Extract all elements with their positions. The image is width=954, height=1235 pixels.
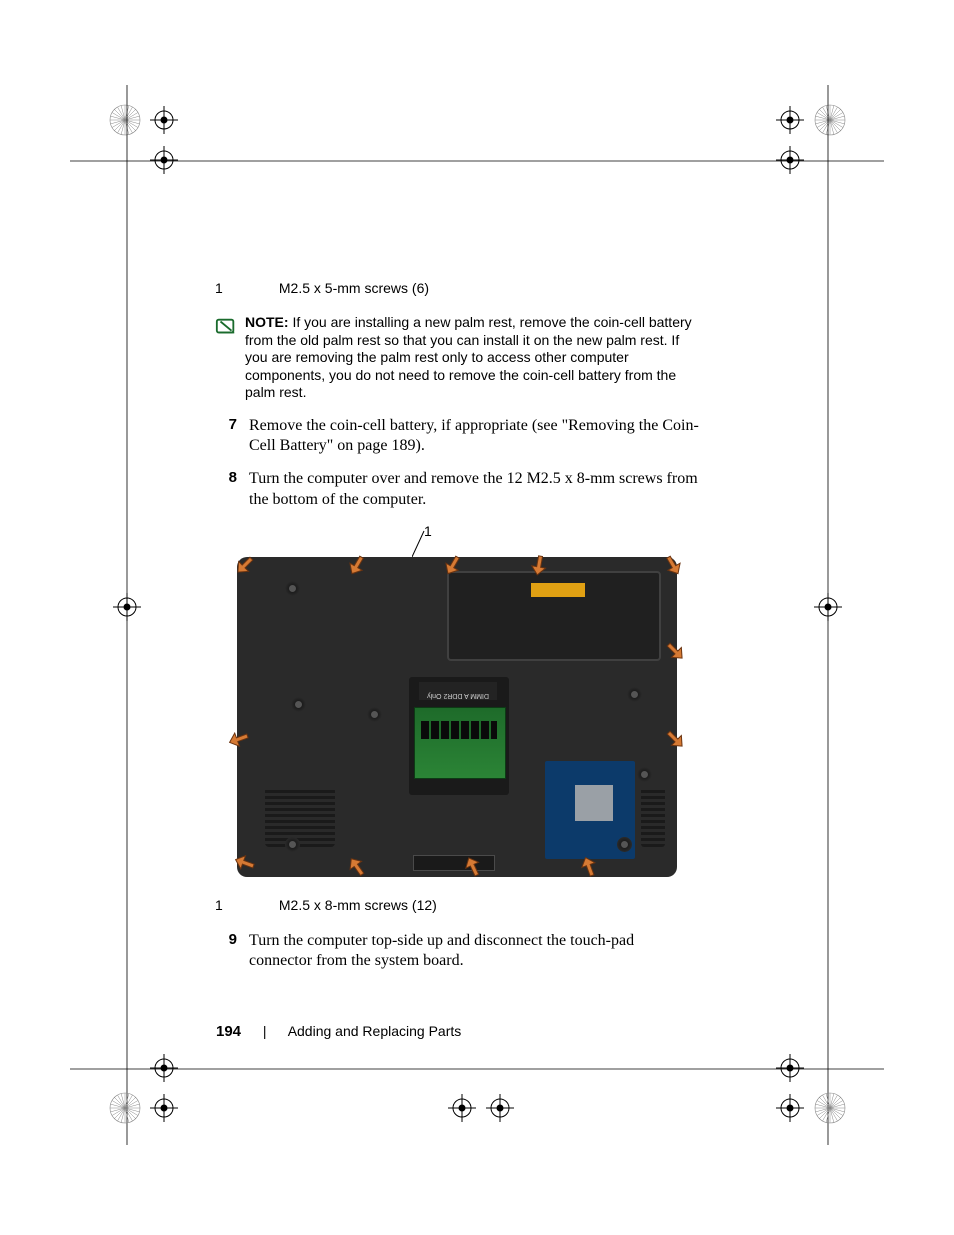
laptop-underside: DIMM A DDR2 Only	[237, 557, 677, 877]
footer-sep: |	[263, 1023, 267, 1039]
screw-hole	[367, 707, 382, 722]
battery-bay	[447, 571, 661, 661]
crosshair-mark-icon	[776, 1094, 804, 1122]
step-7-text: Remove the coin-cell battery, if appropr…	[249, 416, 699, 458]
rosette-mark-icon	[108, 1091, 142, 1125]
note-body: If you are installing a new palm rest, r…	[245, 314, 692, 400]
screw-hole	[637, 767, 652, 782]
rosette-mark-icon	[813, 103, 847, 137]
ram-chips	[421, 721, 497, 739]
step-9-num: 9	[215, 931, 237, 973]
legend-top-num: 1	[215, 280, 275, 296]
step-8: 8 Turn the computer over and remove the …	[215, 469, 699, 511]
crosshair-mark-icon	[776, 146, 804, 174]
legend-bottom-text: M2.5 x 8-mm screws (12)	[279, 897, 437, 913]
vent-left	[265, 787, 335, 847]
crosshair-mark-icon	[776, 106, 804, 134]
screw-arrow-icon	[658, 634, 692, 668]
note-block: NOTE: If you are installing a new palm r…	[215, 314, 699, 402]
crosshair-mark-icon	[150, 1094, 178, 1122]
vent-right	[641, 787, 665, 847]
rosette-mark-icon	[813, 1091, 847, 1125]
screw-arrow-icon	[340, 850, 373, 883]
legend-top: 1 M2.5 x 5-mm screws (6)	[215, 280, 699, 296]
callout-num: 1	[424, 523, 432, 539]
manual-page: 1 M2.5 x 5-mm screws (6) NOTE: If you ar…	[0, 0, 954, 1235]
diagram: 1 DIMM A DDR2 Only	[237, 527, 677, 877]
crop-line	[70, 160, 884, 162]
screw-hole	[291, 697, 306, 712]
note-label: NOTE:	[245, 314, 289, 330]
ram-module	[414, 707, 506, 779]
rosette-mark-icon	[108, 103, 142, 137]
yellow-sticker	[531, 583, 585, 597]
screw-arrow-icon	[658, 722, 692, 756]
crosshair-mark-icon	[486, 1094, 514, 1122]
callout: 1	[237, 527, 677, 557]
legend-bottom-num: 1	[215, 897, 275, 913]
ram-bay: DIMM A DDR2 Only	[409, 677, 509, 795]
section-title: Adding and Replacing Parts	[288, 1023, 462, 1039]
screw-hole	[285, 581, 300, 596]
screw-hole	[285, 837, 300, 852]
screw-arrow-icon	[230, 847, 261, 878]
footer: 194 | Adding and Replacing Parts	[216, 1023, 461, 1040]
step-8-text: Turn the computer over and remove the 12…	[249, 469, 699, 511]
crosshair-mark-icon	[150, 106, 178, 134]
pcb-chip	[575, 785, 613, 821]
legend-top-text: M2.5 x 5-mm screws (6)	[279, 280, 429, 296]
screw-hole	[617, 837, 632, 852]
step-7: 7 Remove the coin-cell battery, if appro…	[215, 416, 699, 458]
note-icon	[215, 316, 237, 402]
screw-arrow-icon	[525, 551, 553, 579]
legend-bottom: 1 M2.5 x 8-mm screws (12)	[215, 897, 699, 913]
step-9: 9 Turn the computer top-side up and disc…	[215, 931, 699, 973]
page-number: 194	[216, 1023, 241, 1040]
crosshair-mark-icon	[150, 146, 178, 174]
ram-label: DIMM A DDR2 Only	[419, 682, 497, 700]
crop-line	[126, 85, 128, 1145]
step-7-num: 7	[215, 416, 237, 458]
crop-line	[827, 85, 829, 1145]
crosshair-mark-icon	[448, 1094, 476, 1122]
note-text: NOTE: If you are installing a new palm r…	[245, 314, 699, 402]
step-8-num: 8	[215, 469, 237, 511]
content-column: 1 M2.5 x 5-mm screws (6) NOTE: If you ar…	[215, 280, 699, 972]
crop-line	[70, 1068, 884, 1070]
screw-arrow-icon	[224, 723, 255, 754]
screw-hole	[627, 687, 642, 702]
step-9-text: Turn the computer top-side up and discon…	[249, 931, 699, 973]
